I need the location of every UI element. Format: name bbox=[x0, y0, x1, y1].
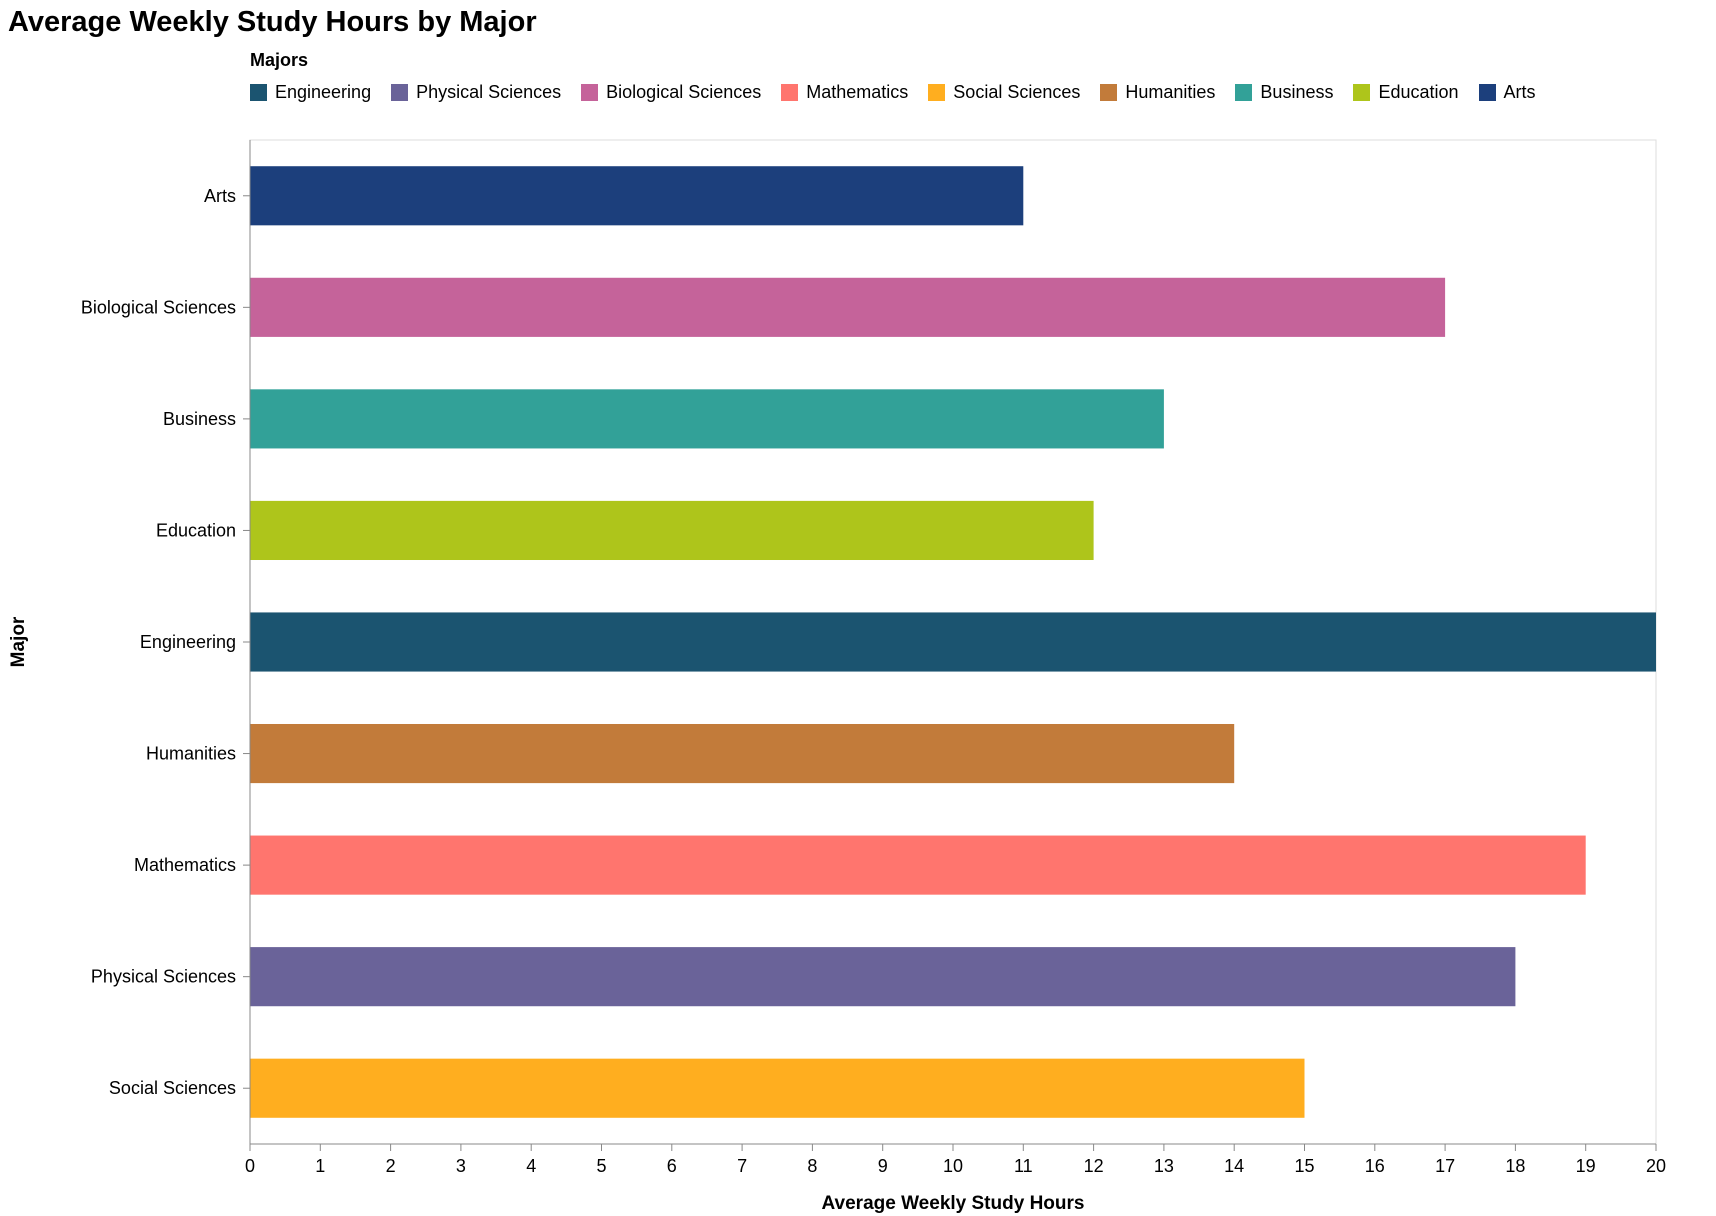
legend-item: Education bbox=[1353, 82, 1459, 103]
legend-swatch bbox=[1235, 84, 1253, 101]
bar-biological-sciences bbox=[250, 277, 1446, 337]
legend-swatch bbox=[928, 84, 946, 101]
bar-humanities bbox=[250, 723, 1235, 784]
y-tick-label: Mathematics bbox=[134, 855, 236, 875]
legend-label: Education bbox=[1378, 82, 1459, 102]
bar-arts bbox=[250, 166, 1024, 226]
legend-label: Biological Sciences bbox=[606, 82, 762, 102]
y-tick-label: Arts bbox=[204, 186, 236, 206]
legend-swatch bbox=[1478, 84, 1496, 101]
bar-business bbox=[250, 389, 1164, 449]
x-tick-label: 18 bbox=[1505, 1156, 1525, 1176]
legend-label: Mathematics bbox=[806, 82, 909, 102]
legend-swatch bbox=[1100, 84, 1118, 101]
x-tick-label: 2 bbox=[386, 1156, 396, 1176]
bar-engineering bbox=[250, 612, 1656, 672]
x-tick-label: 13 bbox=[1154, 1156, 1174, 1176]
x-tick-label: 12 bbox=[1084, 1156, 1104, 1176]
x-tick-label: 3 bbox=[456, 1156, 466, 1176]
legend-swatch bbox=[781, 84, 799, 101]
legend-item: Biological Sciences bbox=[581, 82, 761, 103]
x-tick-label: 8 bbox=[807, 1156, 817, 1176]
x-tick-label: 19 bbox=[1576, 1156, 1596, 1176]
y-tick-label: Business bbox=[163, 409, 236, 429]
y-tick-label: Education bbox=[156, 520, 236, 540]
x-tick-label: 17 bbox=[1435, 1156, 1455, 1176]
y-tick-label: Humanities bbox=[146, 744, 236, 764]
legend-label: Physical Sciences bbox=[416, 82, 562, 102]
legend-swatch bbox=[581, 84, 599, 101]
bar-mathematics bbox=[250, 835, 1586, 895]
x-tick-label: 10 bbox=[943, 1156, 963, 1176]
x-tick-label: 15 bbox=[1294, 1156, 1314, 1176]
bars-group bbox=[250, 166, 1656, 1118]
y-tick-label: Biological Sciences bbox=[81, 297, 236, 317]
x-tick-label: 6 bbox=[667, 1156, 677, 1176]
x-axis: 0 1 2 3 4 5 6 7 8 9 10 11 12 13 14 15 16 17 18 19 20 bbox=[245, 1143, 1666, 1176]
bar-education bbox=[250, 500, 1094, 561]
x-tick-label: 11 bbox=[1014, 1156, 1033, 1176]
bar-physical-sciences bbox=[250, 947, 1516, 1007]
legend-label: Engineering bbox=[275, 82, 372, 102]
bar-social-sciences bbox=[250, 1058, 1305, 1118]
legend-swatch bbox=[1353, 84, 1371, 101]
y-tick-label: Social Sciences bbox=[109, 1078, 236, 1098]
legend-label: Social Sciences bbox=[953, 82, 1081, 102]
x-tick-label: 14 bbox=[1224, 1156, 1244, 1176]
y-axis: Arts Biological Sciences Business Education… bbox=[81, 140, 251, 1144]
x-tick-label: 7 bbox=[737, 1156, 747, 1176]
x-tick-label: 0 bbox=[245, 1156, 255, 1176]
legend-title: Majors bbox=[250, 50, 309, 70]
x-tick-label: 20 bbox=[1646, 1156, 1666, 1176]
x-tick-label: 16 bbox=[1365, 1156, 1385, 1176]
legend-swatch bbox=[391, 84, 409, 101]
legend-swatch bbox=[250, 84, 267, 101]
chart-title: Average Weekly Study Hours by Major bbox=[8, 6, 537, 38]
y-axis-title: Major bbox=[8, 616, 29, 667]
legend-item: Mathematics bbox=[781, 82, 908, 103]
legend-item: Engineering bbox=[250, 82, 371, 103]
legend-label: Business bbox=[1260, 82, 1334, 102]
y-tick-label: Physical Sciences bbox=[91, 967, 236, 987]
x-axis-title: Average Weekly Study Hours bbox=[822, 1193, 1085, 1214]
legend-label: Humanities bbox=[1125, 82, 1216, 102]
legend-item: Humanities bbox=[1100, 82, 1215, 103]
legend-item: Arts bbox=[1478, 82, 1536, 103]
x-tick-label: 5 bbox=[596, 1156, 606, 1176]
x-tick-label: 4 bbox=[526, 1156, 536, 1176]
legend-item: Social Sciences bbox=[928, 82, 1080, 103]
x-tick-label: 9 bbox=[878, 1156, 888, 1176]
legend-item: Physical Sciences bbox=[391, 82, 561, 103]
legend-label: Arts bbox=[1503, 82, 1536, 102]
y-tick-label: Engineering bbox=[140, 632, 236, 652]
legend-item: Business bbox=[1235, 82, 1333, 103]
legend: Engineering Physical Sciences Biological S… bbox=[250, 82, 1556, 103]
x-tick-label: 1 bbox=[315, 1156, 325, 1176]
